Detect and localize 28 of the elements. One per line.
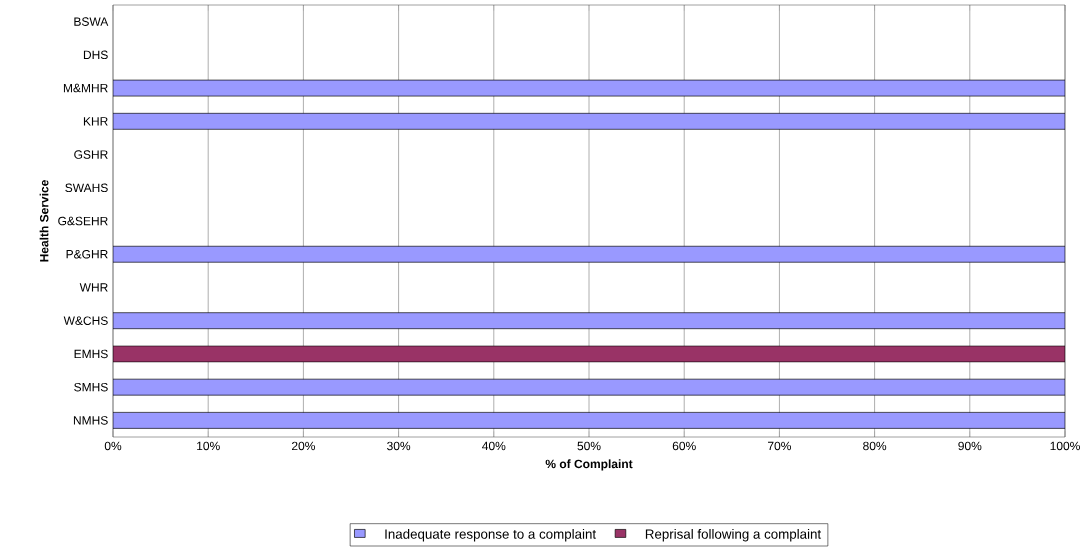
x-tick-label: 50% <box>577 441 601 451</box>
x-tick-label: 30% <box>387 441 411 451</box>
x-tick-label: 100% <box>1050 441 1080 451</box>
x-tick-label: 60% <box>672 441 696 451</box>
y-tick-label: BSWA <box>74 17 109 26</box>
x-axis-title: % of Complaint <box>545 459 633 471</box>
y-tick-label: SMHS <box>74 382 108 392</box>
y-tick-label: EMHS <box>74 349 108 359</box>
y-axis-title: Health Service <box>39 180 49 262</box>
x-tick-label: 40% <box>482 441 506 451</box>
x-tick-label: 90% <box>958 441 982 451</box>
x-tick-label: 80% <box>863 441 887 451</box>
x-tick-label: 20% <box>292 441 315 451</box>
y-tick-label: GSHR <box>74 150 108 159</box>
y-tick-label: SWAHS <box>65 183 108 193</box>
x-tick-label: 10% <box>197 441 220 451</box>
y-tick-label: G&SEHR <box>58 216 108 226</box>
y-tick-label: P&GHR <box>66 249 108 259</box>
y-tick-label: WHR <box>79 283 108 292</box>
x-tick-label: 0% <box>104 441 122 451</box>
y-tick-label: DHS <box>83 50 108 60</box>
x-tick-label: 70% <box>768 441 791 451</box>
y-tick-label: W&CHS <box>63 316 108 325</box>
legend-label: Inadequate response to a complaint <box>385 529 597 542</box>
y-tick-label: M&MHR <box>63 83 108 93</box>
y-tick-label: KHR <box>83 117 108 126</box>
y-tick-label: NMHS <box>73 416 108 425</box>
legend-label: Reprisal following a complaint <box>645 529 822 542</box>
